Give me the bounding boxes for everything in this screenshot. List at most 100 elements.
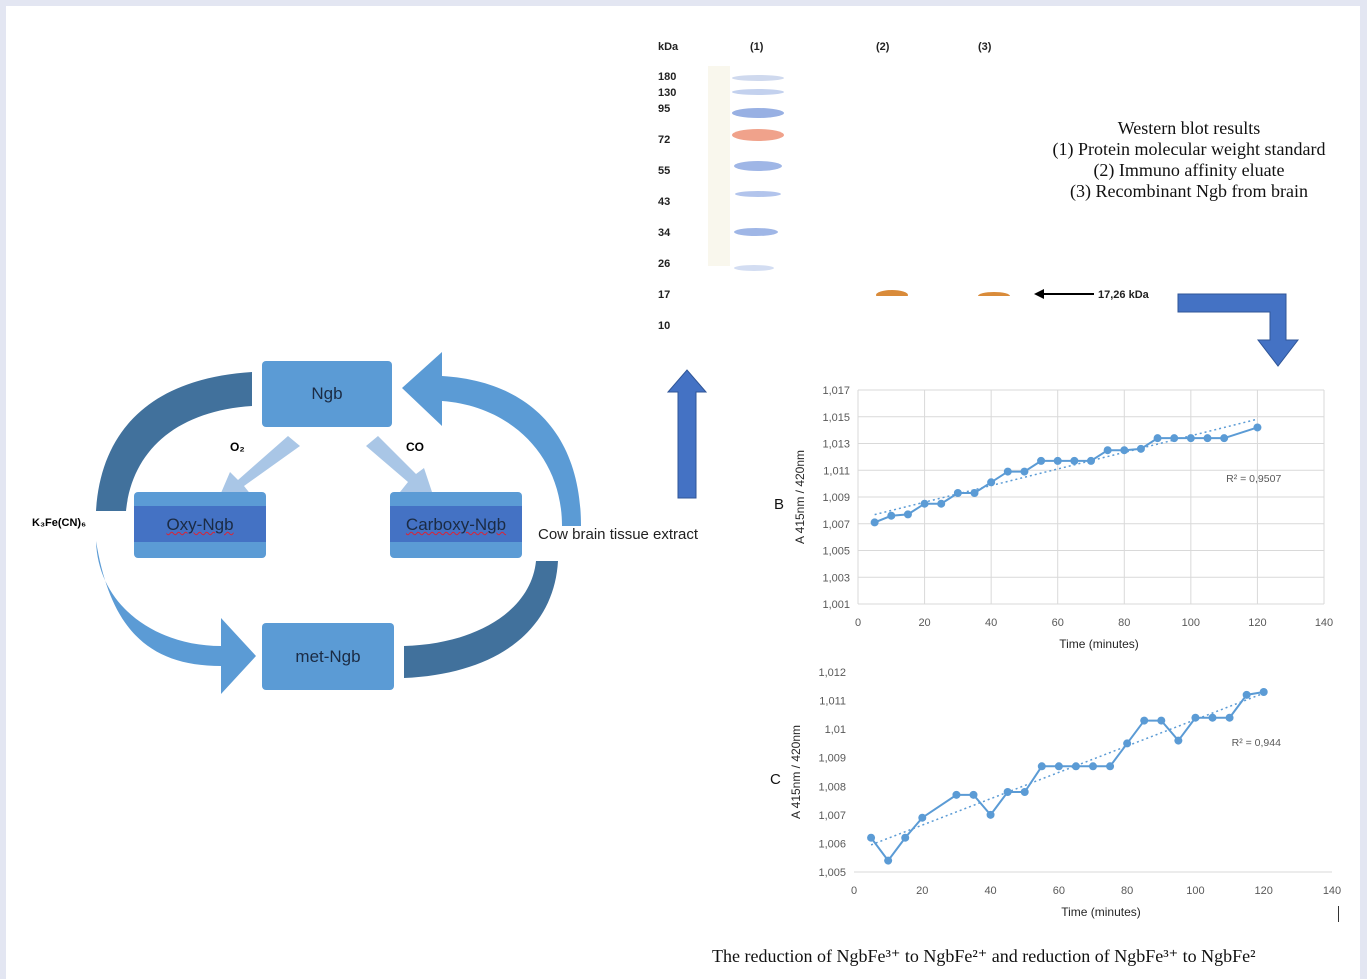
wb-marker: 17 — [658, 289, 671, 301]
data-point — [1020, 788, 1029, 796]
wb-marker: 55 — [658, 165, 671, 177]
wb-lane-label: (3) — [978, 41, 992, 53]
data-point — [1242, 690, 1251, 699]
cycle-arrows — [96, 352, 708, 694]
y-tick-label: 1,011 — [819, 696, 846, 708]
wb-legend-item: (2) Immuno affinity eluate — [1093, 160, 1285, 180]
curved-arrow-upper-right — [402, 352, 581, 526]
trend-line — [870, 692, 1264, 846]
wb-marker: 34 — [658, 227, 671, 239]
data-point — [969, 790, 978, 799]
data-point — [937, 499, 946, 508]
y-tick-label: 1,015 — [822, 412, 850, 424]
wb-legend: Western blot results (1) Protein molecul… — [1022, 118, 1356, 202]
data-point — [1037, 762, 1046, 771]
x-tick-label: 140 — [1323, 885, 1341, 897]
series-line — [874, 426, 1258, 524]
data-point — [901, 833, 910, 842]
y-tick-label: 1,009 — [822, 492, 850, 504]
curved-arrow-upper-left — [96, 372, 252, 511]
y-tick-label: 1,012 — [818, 667, 846, 679]
data-point — [1186, 434, 1195, 443]
x-tick-label: 120 — [1255, 885, 1273, 897]
ladder-band — [732, 129, 784, 141]
sample-band-3 — [978, 292, 1010, 296]
panel-label: B — [774, 496, 784, 513]
data-point — [1003, 467, 1012, 476]
band-annotation: 17,26 kDa — [1098, 289, 1149, 301]
x-tick-label: 20 — [916, 885, 928, 897]
wb-marker: 180 — [658, 71, 677, 83]
ladder-band — [734, 161, 782, 171]
ladder-band — [732, 75, 784, 81]
series-line — [870, 691, 1264, 863]
elbow-arrow — [1177, 293, 1300, 367]
data-point — [1136, 444, 1145, 453]
data-point — [1174, 736, 1183, 745]
wb-marker: 72 — [658, 134, 671, 146]
data-point — [953, 488, 962, 497]
y-tick-label: 1,001 — [822, 599, 850, 611]
co-arrow — [366, 436, 434, 498]
wb-marker: 95 — [658, 103, 671, 115]
wb-marker: 130 — [658, 87, 677, 99]
y-axis-title: A 415nm / 420nm — [793, 450, 807, 544]
data-point — [884, 856, 893, 865]
data-point — [1170, 434, 1179, 443]
data-point — [1053, 456, 1062, 465]
panel-label: C — [770, 771, 781, 788]
y-tick-label: 1,009 — [818, 753, 846, 765]
x-tick-label: 60 — [1053, 885, 1065, 897]
data-point — [903, 510, 912, 519]
node-oxy-ngb: Oxy-Ngb — [134, 492, 266, 558]
data-point — [870, 518, 879, 527]
data-point — [918, 813, 927, 822]
x-tick-label: 20 — [918, 617, 930, 629]
wb-membrane — [708, 66, 1010, 296]
co-label: CO — [406, 440, 424, 454]
wb-kda-header: kDa — [658, 41, 679, 53]
y-tick-label: 1,013 — [822, 439, 850, 451]
ladder-band — [734, 228, 778, 236]
ladder-band — [735, 191, 781, 197]
data-point — [970, 488, 979, 497]
node-ngb: Ngb — [262, 361, 392, 427]
y-tick-label: 1,003 — [822, 572, 850, 584]
x-axis-title: Time (minutes) — [1061, 905, 1141, 919]
wb-legend-item: (1) Protein molecular weight standard — [1052, 139, 1326, 159]
wb-marker: 26 — [658, 258, 671, 270]
y-tick-label: 1,005 — [818, 867, 846, 879]
data-point — [1123, 739, 1132, 748]
extract-up-arrow — [666, 369, 708, 499]
y-axis-title: A 415nm / 420nm — [789, 725, 803, 819]
y-tick-label: 1,011 — [823, 465, 850, 477]
node-oxy-ngb-label: Oxy-Ngb — [166, 515, 234, 534]
node-met-ngb: met-Ngb — [262, 623, 394, 690]
data-point — [1089, 762, 1097, 771]
data-point — [1203, 434, 1212, 443]
y-tick-label: 1,005 — [822, 546, 850, 558]
y-tick-label: 1,008 — [818, 781, 846, 793]
node-carboxy-ngb-label: Carboxy-Ngb — [405, 515, 507, 534]
figure-canvas: Ngb Oxy-Ngb Carboxy-Ngb met-Ngb O₂ CO K₃… — [6, 6, 1360, 979]
o2-label: O₂ — [230, 440, 245, 454]
x-tick-label: 80 — [1121, 885, 1133, 897]
x-tick-label: 120 — [1248, 617, 1266, 629]
x-tick-label: 40 — [985, 617, 997, 629]
data-point — [1070, 456, 1079, 465]
data-point — [887, 511, 896, 520]
extract-label: Cow brain tissue extract — [538, 526, 699, 543]
sample-band-2 — [876, 290, 908, 296]
x-tick-label: 100 — [1182, 617, 1200, 629]
data-point — [1253, 423, 1262, 432]
wb-legend-item: (3) Recombinant Ngb from brain — [1070, 181, 1308, 201]
trend-line — [874, 418, 1258, 516]
ladder-band — [734, 265, 774, 271]
wb-legend-title: Western blot results — [1117, 118, 1261, 138]
y-tick-label: 1,007 — [818, 810, 846, 822]
curved-arrow-lower-left — [96, 541, 256, 694]
o2-arrow — [218, 436, 300, 500]
curved-arrow-lower-right — [404, 561, 558, 678]
data-point — [1020, 467, 1029, 476]
data-point — [1220, 434, 1229, 443]
